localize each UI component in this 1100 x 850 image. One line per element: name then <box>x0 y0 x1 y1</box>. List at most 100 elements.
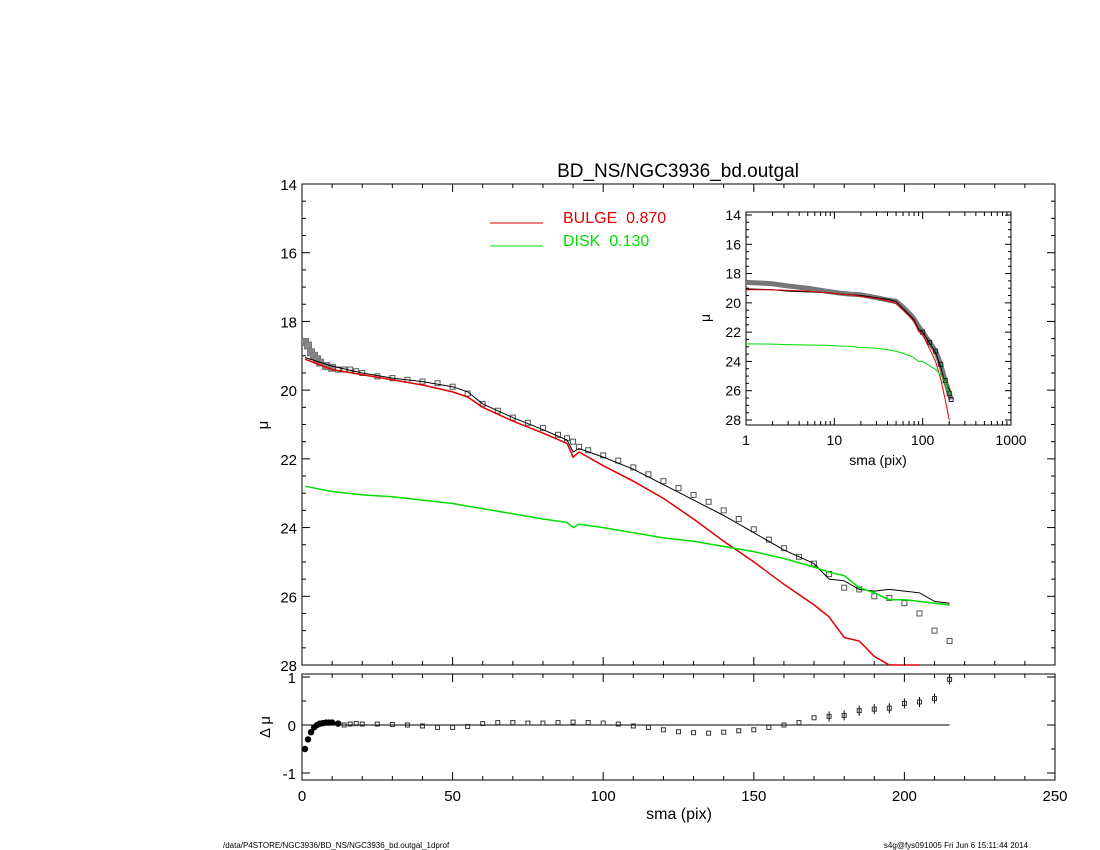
inset-y-tick-label: 16 <box>725 236 741 252</box>
residual-point <box>301 745 309 753</box>
footer-timestamp: s4g@fys091005 Fri Jun 6 15:11:44 2014 <box>883 841 1028 850</box>
residual-point <box>585 720 591 726</box>
residual-point <box>645 724 651 730</box>
x-tick-label: 250 <box>1042 788 1067 805</box>
residual-point <box>465 723 471 729</box>
residual-point <box>359 721 365 727</box>
main-data-point <box>735 515 742 522</box>
residual-point <box>600 720 606 726</box>
residual-point <box>916 699 922 705</box>
residual-point <box>540 720 546 726</box>
main-y-tick-label: 14 <box>280 177 297 194</box>
residual-panel: -101 0 50 100 150 200 250 Δ μ sma (pix) <box>257 184 1068 823</box>
inset-x-tick-label: 1000 <box>995 432 1026 448</box>
residual-point <box>856 708 862 714</box>
main-data-point <box>585 447 592 454</box>
residual-point <box>307 729 315 736</box>
main-data-point <box>570 438 577 445</box>
residual-point <box>826 713 832 719</box>
inset-x-tick-label: 1 <box>742 432 750 448</box>
residual-y-ticks: -1 0 1 <box>283 670 1055 783</box>
inset-series-group <box>745 279 954 421</box>
main-data-point <box>946 637 953 644</box>
inset-y-axis-label: μ <box>697 314 713 322</box>
residual-y-tick-label: 0 <box>288 718 296 735</box>
x-tick-label: 0 <box>298 788 306 805</box>
x-tick-label: 50 <box>444 788 461 805</box>
residual-point <box>328 719 336 726</box>
main-data-point <box>434 380 441 387</box>
inset-data-point <box>948 397 954 402</box>
residual-point <box>886 705 892 711</box>
residual-point <box>450 724 456 730</box>
residual-point <box>811 715 817 721</box>
inset-y-tick-label: 28 <box>725 412 741 428</box>
main-data-point <box>539 424 546 431</box>
x-ticks: 0 50 100 150 200 250 <box>298 184 1068 805</box>
residual-plot-frame <box>301 673 1056 781</box>
main-panel: BD_NS/NGC3936_bd.outgal 14 16 18 20 22 24 26 28… <box>255 161 1056 675</box>
residual-point <box>932 696 938 702</box>
main-model-line <box>304 357 950 604</box>
inset-bulge-line <box>746 289 950 421</box>
inset-y-tick-label: 14 <box>725 207 741 223</box>
residual-point <box>435 724 441 730</box>
inset-x-tick-label: 100 <box>911 432 935 448</box>
residual-point <box>615 721 621 727</box>
residual-point <box>901 700 907 706</box>
residual-point <box>525 720 531 726</box>
residual-point <box>510 720 516 726</box>
main-bulge-line <box>304 358 920 666</box>
residual-point <box>419 723 425 729</box>
residual-point <box>353 721 359 727</box>
main-y-tick-label: 22 <box>280 452 297 469</box>
residual-point <box>947 676 953 682</box>
main-y-tick-label: 20 <box>280 383 297 400</box>
inset-y-tick-label: 26 <box>725 383 741 399</box>
residual-point <box>404 722 410 728</box>
inset-data-point <box>927 339 933 345</box>
main-y-ticks: 14 16 18 20 22 24 26 28 <box>280 177 1055 675</box>
legend-bulge-label: BULGE 0.870 <box>563 210 666 227</box>
inset-data-point <box>920 329 926 335</box>
main-y-tick-label: 28 <box>280 658 297 675</box>
legend: BULGE 0.870 DISK 0.130 <box>490 210 666 250</box>
main-data-point <box>841 584 848 591</box>
main-data-point <box>690 491 697 498</box>
footer-file-path: /data/P4STORE/NGC3936/BD_NS/NGC3936_bd.o… <box>223 841 450 850</box>
main-data-point <box>494 407 501 414</box>
inset-x-ticks: 1 10 100 1000 <box>742 212 1027 448</box>
residual-point <box>736 728 742 734</box>
residual-point <box>570 719 576 725</box>
main-data-point <box>479 400 486 407</box>
residual-point <box>630 723 636 729</box>
residual-point <box>871 706 877 712</box>
main-data-point <box>720 507 727 514</box>
legend-disk-label: DISK 0.130 <box>563 233 649 250</box>
main-data-point <box>630 464 637 471</box>
inset-y-ticks: 14 16 18 20 22 24 26 28 <box>725 207 1011 428</box>
residual-y-tick-label: -1 <box>283 766 296 783</box>
residual-point <box>334 720 342 727</box>
main-y-tick-label: 26 <box>280 589 297 606</box>
residual-point <box>555 720 561 726</box>
main-data-point <box>675 485 682 492</box>
main-disk-line <box>304 485 950 606</box>
main-data-point <box>931 627 938 634</box>
main-y-tick-label: 16 <box>280 246 297 263</box>
inset-panel: 14 16 18 20 22 24 26 28 1 10 100 1000 μ sma (pix) <box>697 200 1040 490</box>
main-data-point <box>576 443 583 450</box>
residual-point <box>374 721 380 727</box>
residual-y-axis-label: Δ μ <box>257 716 274 738</box>
inset-y-tick-label: 18 <box>725 266 741 282</box>
main-data-point <box>795 553 802 560</box>
main-data-point <box>600 452 607 459</box>
residual-point <box>341 722 347 728</box>
residual-y-tick-label: 1 <box>288 670 296 687</box>
x-axis-label: sma (pix) <box>646 806 712 823</box>
residual-point <box>660 727 666 733</box>
main-data-point <box>660 478 667 485</box>
inset-disk-line <box>745 343 952 394</box>
residual-point <box>781 722 787 728</box>
